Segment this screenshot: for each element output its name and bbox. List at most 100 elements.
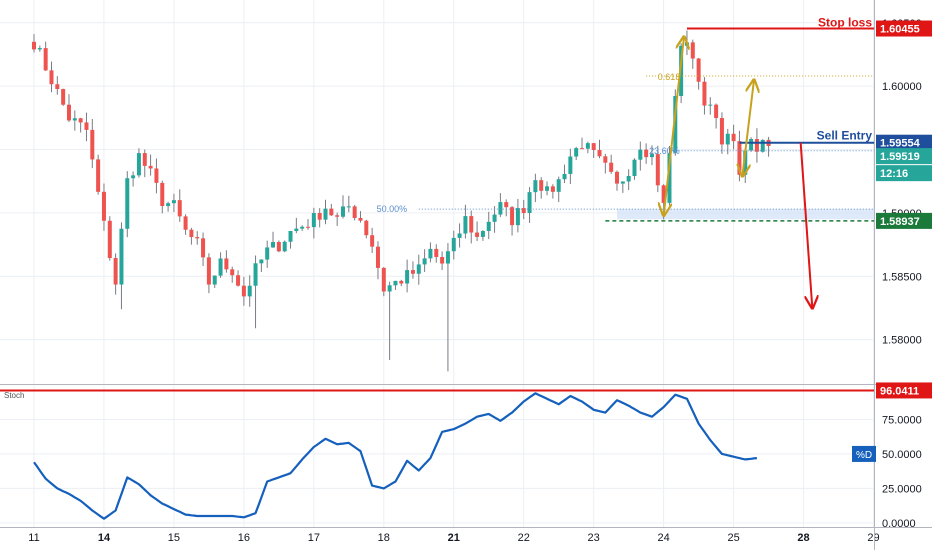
candle-body [171, 200, 176, 204]
candle-body [737, 141, 742, 175]
candle-body [539, 180, 544, 191]
candle-body [247, 285, 252, 297]
candle-body [632, 159, 637, 176]
candle-body [416, 264, 421, 274]
candle-body [521, 208, 526, 213]
candle-body [212, 275, 217, 285]
candle-body [568, 156, 573, 174]
candle-body [201, 238, 206, 258]
candle-body [306, 226, 311, 228]
x-tick-label: 23 [588, 532, 600, 544]
candle-body [545, 186, 550, 191]
candle-body [276, 242, 281, 252]
stop-loss-tag: 1.60455 [880, 24, 920, 36]
candle-body [725, 133, 730, 145]
candle-body [498, 202, 503, 215]
candle-body [754, 139, 759, 152]
x-tick-label: 11 [28, 532, 39, 544]
candle-body [43, 48, 48, 71]
x-tick-label: 22 [518, 532, 530, 544]
sell-entry-tag: 1.59554 [880, 138, 921, 150]
candle-body [649, 154, 654, 158]
candle-body [510, 207, 515, 226]
candle-body [37, 48, 42, 50]
candle-body [154, 168, 159, 183]
candle-body [265, 247, 270, 260]
candle-body [585, 143, 590, 149]
retrace-arrow [742, 80, 754, 176]
stoch-tick-label: 75.0000 [882, 414, 922, 426]
candle-body [690, 42, 695, 59]
candle-body [241, 285, 246, 297]
candle-body [387, 285, 392, 292]
candle-body [142, 153, 147, 166]
candle-body [457, 233, 462, 238]
candle-body [714, 104, 719, 119]
candle-body [96, 159, 101, 192]
candle-body [591, 143, 596, 151]
target-tag-box [876, 212, 932, 229]
candle-body [381, 267, 386, 292]
candle-body [480, 231, 485, 237]
stoch-title: Stoch [4, 391, 24, 400]
x-tick-label: 24 [658, 532, 670, 544]
candle-body [72, 118, 77, 121]
candle-body [329, 208, 334, 216]
candle-body [160, 182, 165, 206]
candle-body [422, 258, 427, 265]
impulse-arrow [664, 37, 684, 216]
target-zone [617, 209, 874, 220]
grid [0, 0, 875, 527]
candle-body [696, 58, 701, 82]
candle-body [107, 220, 112, 259]
candle-body [492, 214, 497, 222]
candle-body [440, 257, 445, 264]
target-tag: 1.58937 [880, 216, 920, 228]
candle-body [253, 263, 258, 286]
stoch-legend-label: %D [856, 450, 872, 461]
countdown-tag-box [876, 165, 932, 182]
candle-body [638, 149, 643, 160]
candle-body [469, 216, 474, 233]
candle-body [580, 148, 585, 150]
candle-body [206, 257, 211, 285]
candle-body [375, 246, 380, 268]
candle-body [340, 206, 345, 217]
fib-236-label: 23.60% [649, 146, 680, 156]
x-tick-label: 21 [448, 532, 460, 544]
candle-body [323, 208, 328, 220]
candle-body [434, 248, 439, 258]
candle-body [136, 153, 141, 176]
stoch-legend-box [852, 445, 876, 462]
countdown-tag: 12:16 [880, 168, 908, 180]
target-zone-box [617, 209, 874, 220]
price-tick-label: 1.58500 [882, 271, 922, 283]
annotation-arrows [664, 37, 813, 308]
stop-loss-tag-box [876, 20, 932, 37]
candle-body [760, 139, 765, 152]
candle-body [183, 216, 188, 230]
candle-body [620, 181, 625, 184]
candle-body [177, 200, 182, 217]
candle-body [282, 241, 287, 252]
candle-body [335, 215, 340, 217]
candle-body [317, 213, 322, 220]
candle-body [486, 221, 491, 232]
candle-body [32, 41, 36, 50]
candle-body [719, 118, 724, 145]
price-tick-label: 1.60000 [882, 81, 922, 93]
x-tick-label: 28 [797, 532, 809, 544]
candle-body [550, 186, 555, 192]
candle-body [504, 202, 509, 208]
last-price-tag: 1.59519 [880, 151, 920, 163]
candle-body [410, 270, 415, 274]
candle-body [684, 42, 689, 46]
stoch-tick-label: 50.0000 [882, 449, 922, 461]
candle-body [475, 232, 480, 237]
candle-body [655, 154, 660, 186]
candle-body [195, 237, 200, 239]
candle-body [66, 104, 71, 121]
candle-body [428, 248, 433, 259]
fib-500-label: 50.00% [377, 204, 408, 214]
